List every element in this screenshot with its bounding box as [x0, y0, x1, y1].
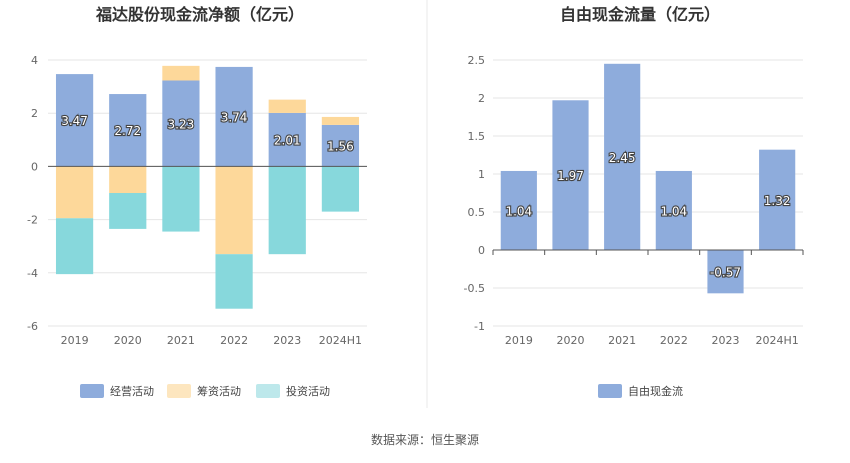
bar-investing[interactable]	[55, 218, 94, 275]
bar-financing[interactable]	[268, 99, 306, 113]
bar-fcf[interactable]	[707, 250, 744, 294]
bar-operating[interactable]	[321, 124, 360, 167]
data-label-fcf: 1.97	[557, 169, 584, 183]
y-tick-label: 2.5	[468, 54, 486, 67]
data-label-operating: 3.47	[61, 114, 88, 128]
legend-item-investing[interactable]: 投资活动	[256, 384, 330, 398]
y-tick-label: -6	[27, 320, 38, 333]
bar-fcf[interactable]	[759, 149, 796, 250]
cashflow-chart: -6 -4 -2 0 2 4 3.47 2019 2.72 2020 3.23 2021 3.74 202…	[27, 54, 367, 347]
data-label-operating: 3.74	[221, 111, 248, 125]
y-tick-label: 2	[31, 107, 38, 120]
y-tick-label: 1	[478, 168, 485, 181]
legend-label-investing: 投资活动	[286, 384, 330, 398]
x-tick-label: 2020	[557, 334, 585, 347]
legend-label-financing: 筹资活动	[197, 384, 241, 398]
bar-investing[interactable]	[109, 193, 147, 229]
data-label-fcf: 1.32	[764, 194, 791, 208]
bar-operating[interactable]	[109, 94, 147, 167]
data-label-operating: 1.56	[327, 140, 354, 154]
y-tick-label: -2	[27, 214, 38, 227]
data-label-operating: 2.72	[114, 124, 141, 138]
data-source-note: 数据来源：恒生聚源	[370, 433, 479, 447]
legend-item-financing[interactable]: 筹资活动	[167, 384, 241, 398]
bar-operating[interactable]	[55, 74, 94, 167]
legend-swatch-financing	[167, 384, 191, 398]
bar-investing[interactable]	[321, 166, 360, 212]
data-label-fcf: 1.04	[505, 204, 532, 218]
chart-title-fcf: 自由现金流量（亿元）	[560, 5, 720, 24]
bar-financing[interactable]	[109, 166, 147, 193]
bar-investing[interactable]	[162, 166, 200, 232]
bar-fcf[interactable]	[500, 170, 537, 250]
bar-fcf[interactable]	[655, 170, 692, 250]
cashflow-legend: 经营活动 筹资活动 投资活动	[80, 384, 330, 398]
x-tick-label: 2023	[712, 334, 740, 347]
chart-title-cashflow: 福达股份现金流净额（亿元）	[95, 5, 304, 24]
legend-item-fcf[interactable]: 自由现金流	[598, 384, 683, 398]
bar-fcf[interactable]	[552, 100, 589, 250]
y-tick-label: 0.5	[468, 206, 486, 219]
bar-investing[interactable]	[215, 254, 253, 309]
bar-operating[interactable]	[162, 80, 200, 167]
bar-financing[interactable]	[321, 116, 360, 125]
y-tick-label: -1	[474, 320, 485, 333]
data-label-fcf: 2.45	[609, 151, 636, 165]
y-tick-label: 2	[478, 92, 485, 105]
bar-investing[interactable]	[268, 166, 306, 255]
bar-fcf[interactable]	[604, 63, 641, 250]
y-tick-label: 4	[31, 54, 38, 67]
legend-swatch-investing	[256, 384, 280, 398]
x-tick-label: 2021	[608, 334, 636, 347]
y-tick-label: -4	[27, 267, 38, 280]
fcf-chart: -1 -0.5 0 0.5 1 1.5 2 2.5 1.04 2019 1.97 2020 2.45 20…	[464, 54, 804, 347]
bar-financing[interactable]	[162, 65, 200, 81]
y-tick-label: 0	[478, 244, 485, 257]
legend-label-operating: 经营活动	[110, 384, 154, 398]
legend-label-fcf: 自由现金流	[628, 384, 683, 398]
x-tick-label: 2024H1	[756, 334, 799, 347]
bar-financing[interactable]	[215, 166, 253, 255]
legend-item-operating[interactable]: 经营活动	[80, 384, 154, 398]
y-tick-label: 1.5	[468, 130, 486, 143]
x-tick-label: 2021	[167, 334, 195, 347]
fcf-legend: 自由现金流	[598, 384, 683, 398]
data-label-operating: 3.23	[168, 117, 195, 131]
bar-operating[interactable]	[215, 66, 253, 167]
x-tick-label: 2022	[660, 334, 688, 347]
y-tick-label: 0	[31, 160, 38, 173]
x-tick-label: 2019	[61, 334, 89, 347]
data-label-fcf: -0.57	[710, 266, 741, 280]
x-tick-label: 2022	[220, 334, 248, 347]
x-tick-label: 2020	[114, 334, 142, 347]
bar-operating[interactable]	[268, 112, 306, 167]
legend-swatch-operating	[80, 384, 104, 398]
bar-financing[interactable]	[55, 166, 94, 219]
y-tick-label: -0.5	[464, 282, 485, 295]
legend-swatch-fcf	[598, 384, 622, 398]
data-label-fcf: 1.04	[660, 204, 687, 218]
x-tick-label: 2019	[505, 334, 533, 347]
x-tick-label: 2024H1	[319, 334, 362, 347]
data-label-operating: 2.01	[274, 134, 301, 148]
x-tick-label: 2023	[273, 334, 301, 347]
